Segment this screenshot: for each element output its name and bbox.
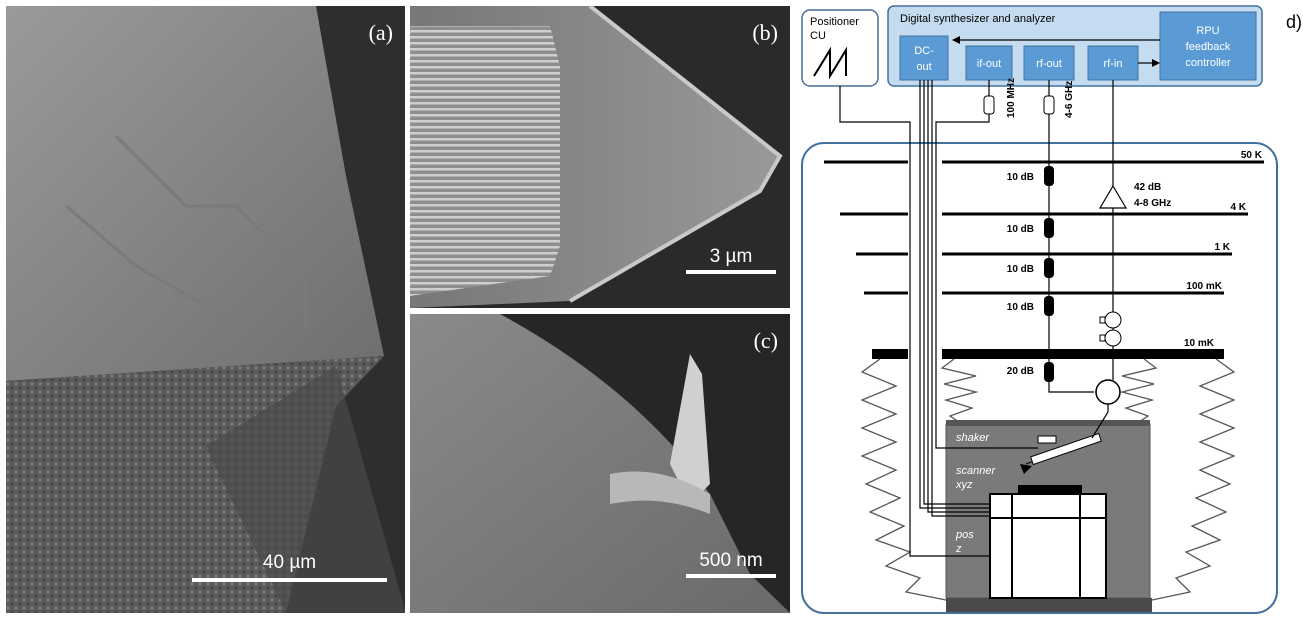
- wire-dc-1: [919, 80, 990, 509]
- rpu-to-dc-arrowhead: [952, 36, 960, 44]
- panel-label-d: d): [1286, 12, 1302, 32]
- scanner-axes-label: xyz: [955, 479, 973, 491]
- spring-inner-right: [1119, 358, 1158, 425]
- rpu-block: [1159, 11, 1257, 81]
- positioner-label-2: CU: [810, 30, 826, 42]
- stage-label-1k: 1 K: [1214, 242, 1230, 253]
- pos-label: pos: [955, 529, 974, 541]
- stage-label-4k: 4 K: [1230, 202, 1246, 213]
- attenuator-1: [1044, 166, 1054, 186]
- amplifier-band-label: 4-8 GHz: [1134, 198, 1171, 209]
- sem-panel-b: (b) 3 µm: [410, 6, 790, 308]
- pos-axis-label: z: [955, 543, 962, 555]
- shaker-piezo: [1037, 435, 1057, 444]
- scalebar-label-a: 40 µm: [262, 552, 317, 573]
- if-out-block: [965, 45, 1013, 81]
- spring-right: [1151, 358, 1236, 601]
- scalebar-c: [686, 574, 776, 578]
- attenuator-4: [1044, 296, 1054, 316]
- rf-out-label: rf-out: [1036, 58, 1062, 70]
- sem-image-c: [410, 314, 790, 613]
- chamber-base: [946, 598, 1152, 612]
- attenuator-label-4: 10 dB: [1007, 302, 1034, 313]
- rf-in-label: rf-in: [1104, 58, 1123, 70]
- stage-label-100mk: 100 mK: [1186, 281, 1222, 292]
- shaker-label: shaker: [956, 432, 990, 444]
- positioner-stack: [989, 493, 1107, 599]
- sem-panel-c: (c) 500 nm: [410, 314, 790, 613]
- synthesizer-title: Digital synthesizer and analyzer: [900, 13, 1056, 25]
- dc-out-label-2: out: [916, 61, 931, 73]
- rfin-to-rpu-arrowhead: [1152, 59, 1160, 67]
- circulator-icon-1: [1104, 311, 1122, 329]
- sem-image-a: [6, 6, 405, 613]
- dc-out-label-1: DC-: [914, 45, 934, 57]
- spring-left: [860, 358, 947, 601]
- sem-image-b: [410, 6, 790, 308]
- setup-schematic: Positioner CU Digital synthesizer and an…: [801, 5, 1302, 614]
- stage-label-10mk: 10 mK: [1184, 338, 1215, 349]
- scalebar-label-c: 500 nm: [699, 550, 763, 571]
- spring-inner-left: [940, 358, 979, 425]
- attenuator-label-2: 10 dB: [1007, 224, 1034, 235]
- rpu-label-2: feedback: [1186, 41, 1231, 53]
- positioner-label-1: Positioner: [810, 16, 859, 28]
- attenuator-2: [1044, 218, 1054, 238]
- amplifier-gain-label: 42 dB: [1134, 182, 1161, 193]
- wire-dc-3: [927, 80, 990, 513]
- rf-filter-label: 4-6 GHz: [1064, 81, 1075, 118]
- stage-plate-10mk: [942, 349, 1224, 359]
- wire-dc-2: [923, 80, 990, 505]
- attenuator-3: [1044, 258, 1054, 278]
- circulator-icon-main: [1095, 379, 1121, 405]
- wire-positioner: [839, 86, 990, 557]
- termination-icon-1: [1099, 316, 1106, 324]
- sem-panel-a: (a) 40 µm: [6, 6, 405, 613]
- scanner-label: scanner: [956, 465, 996, 477]
- panel-label-b: (b): [752, 20, 778, 45]
- wire-to-cantilever: [1091, 404, 1109, 439]
- rpu-label-1: RPU: [1196, 25, 1219, 37]
- circulator-icon-2: [1104, 329, 1122, 347]
- cryostat-box: [801, 142, 1278, 614]
- scalebar-b: [686, 270, 776, 274]
- stage-plate-10mk-left: [872, 349, 908, 359]
- sample: [1018, 485, 1082, 493]
- chamber-lid: [946, 420, 1150, 426]
- rf-out-block: [1023, 45, 1075, 81]
- scalebar-label-b: 3 µm: [709, 246, 753, 267]
- cantilever: [1030, 432, 1102, 466]
- panel-label-a: (a): [368, 20, 393, 45]
- rf-in-block: [1087, 45, 1139, 81]
- dc-out-block: [899, 35, 949, 81]
- if-filter-label: 100 MHz: [1006, 78, 1017, 118]
- attenuator-label-1: 10 dB: [1007, 172, 1034, 183]
- attenuator-5: [1044, 362, 1054, 382]
- wire-dc-4: [931, 80, 990, 517]
- stage-label-50k: 50 K: [1241, 150, 1263, 161]
- rf-filter-icon: [1043, 95, 1055, 115]
- attenuator-label-5: 20 dB: [1007, 366, 1034, 377]
- tip: [1020, 464, 1032, 474]
- if-filter-icon: [983, 95, 995, 115]
- if-out-label: if-out: [977, 58, 1001, 70]
- termination-icon-2: [1099, 334, 1106, 342]
- sawtooth-icon: [813, 46, 847, 80]
- amplifier-icon: [1098, 184, 1128, 209]
- attenuator-label-3: 10 dB: [1007, 264, 1034, 275]
- scalebar-a: [192, 578, 387, 582]
- panel-label-c: (c): [753, 328, 778, 353]
- rpu-label-3: controller: [1185, 57, 1231, 69]
